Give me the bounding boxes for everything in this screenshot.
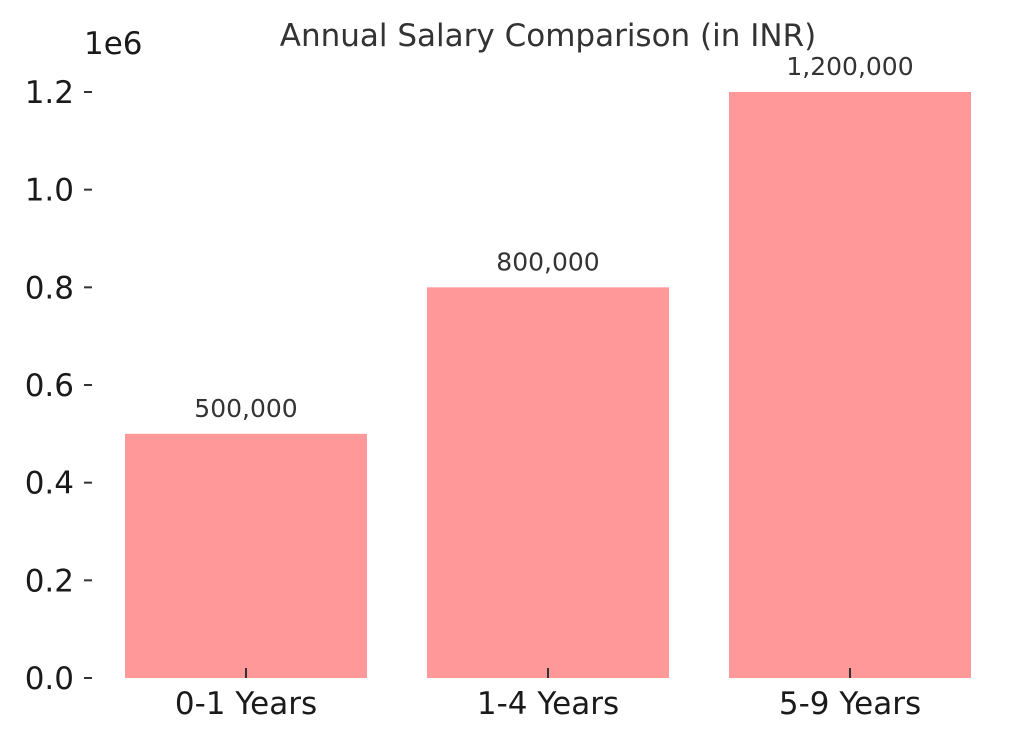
bar-3: [729, 92, 971, 678]
x-tick-label-3: 5-9 Years: [779, 686, 921, 722]
data-label-2: 800,000: [496, 247, 599, 276]
chart-title: Annual Salary Comparison (in INR): [280, 18, 816, 54]
data-labels-layer: 500,000 800,000 1,200,000: [194, 52, 913, 423]
bars-layer: [125, 92, 971, 678]
y-tick-label-2: 0.4: [25, 466, 74, 502]
y-tick-label-4: 0.8: [25, 270, 74, 306]
y-tick-label-3: 0.6: [25, 368, 74, 404]
y-axis-offset-label: 1e6: [84, 26, 143, 62]
x-tick-label-2: 1-4 Years: [477, 686, 619, 722]
x-tick-label-1: 0-1 Years: [175, 686, 317, 722]
y-tick-label-0: 0.0: [25, 661, 74, 697]
y-tick-label-1: 0.2: [25, 563, 74, 599]
bar-1: [125, 433, 367, 678]
y-tick-label-5: 1.0: [25, 173, 74, 209]
x-axis: 0-1 Years 1-4 Years 5-9 Years: [175, 668, 921, 722]
y-tick-label-6: 1.2: [25, 75, 74, 111]
bar-2: [427, 287, 669, 678]
y-axis: 0.0 0.2 0.4 0.6 0.8 1.0 1.2: [25, 75, 92, 697]
data-label-1: 500,000: [194, 394, 297, 423]
data-label-3: 1,200,000: [786, 52, 913, 81]
